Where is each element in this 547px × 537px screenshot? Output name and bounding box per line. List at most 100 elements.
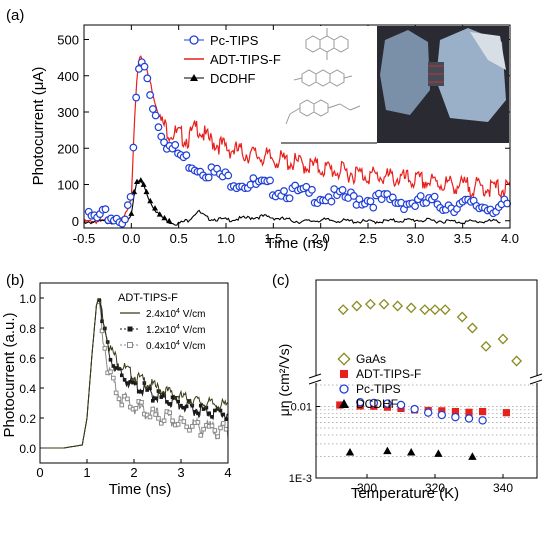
series-1-2x10-v-cm-point bbox=[136, 389, 141, 394]
series-1-2x10-v-cm-point bbox=[165, 400, 169, 404]
series-pc-tips-point bbox=[451, 412, 460, 422]
series-pc-tips-point bbox=[140, 62, 149, 71]
series-gaas-point bbox=[337, 304, 349, 316]
series-pc-tips-point bbox=[383, 399, 392, 408]
chart-b-legend: ADT-TIPS-F 2.4x104 V/cm 1.2x104 V/cm 0.4… bbox=[118, 292, 206, 352]
legend-a-label-dcdhf: DCDHF bbox=[210, 71, 256, 86]
series-adt-tips-f-point bbox=[465, 408, 473, 416]
legend-c-label-adt-tips-f: ADT-TIPS-F bbox=[356, 367, 421, 381]
chart-a-xtick-label: 3.0 bbox=[406, 231, 424, 246]
chart-b: 0 1 2 3 4 0.0 0.2 0.4 0.6 0.8 1.0 Time (ns) Photoc… bbox=[1, 282, 232, 498]
series-0-4x10-v-cm-point bbox=[215, 434, 220, 439]
chart-c-ylabel: μη (cm²/Vs) bbox=[276, 344, 292, 417]
series-pc-tips-point bbox=[410, 404, 419, 414]
series-dcdhf-point bbox=[434, 449, 443, 457]
series-pc-tips-point bbox=[369, 203, 378, 212]
series-0-4x10-v-cm-point bbox=[209, 423, 215, 429]
chart-a-series bbox=[83, 55, 512, 228]
series-1-2x10-v-cm-point bbox=[128, 380, 133, 384]
series-pc-tips-point bbox=[356, 397, 365, 407]
series-0-4x10-v-cm-point bbox=[170, 418, 175, 424]
series-0-4x10-v-cm-point bbox=[116, 396, 122, 402]
axis-break-left bbox=[308, 373, 322, 385]
series-pc-tips-point bbox=[416, 192, 425, 200]
chart-a-ytick-label: 400 bbox=[57, 69, 79, 84]
series-gaas-point bbox=[466, 322, 478, 334]
series-dcdhf-point bbox=[407, 447, 416, 456]
series-1-2x10-v-cm-point bbox=[159, 395, 164, 399]
series-1-2x10-v-cm-point bbox=[119, 373, 124, 378]
chart-a-xtick-label: 2.0 bbox=[312, 231, 330, 246]
chart-c-xtick-label: 320 bbox=[425, 481, 445, 495]
series-dcdhf-point bbox=[140, 181, 147, 187]
chart-b-series bbox=[40, 298, 229, 449]
series-0-4x10-v-cm-point bbox=[125, 396, 130, 402]
legend-b-label-1-2: 1.2x104 V/cm bbox=[146, 324, 206, 336]
series-dcdhf-point bbox=[345, 447, 355, 456]
chart-b-ytick-label: 0.8 bbox=[19, 322, 36, 336]
series-pc-tips-point bbox=[411, 202, 420, 211]
legend-c-marker-gaas bbox=[337, 352, 351, 366]
series-gaas-point bbox=[392, 300, 404, 312]
series-pc-tips-point bbox=[327, 197, 336, 206]
series-dcdhf-point bbox=[134, 178, 141, 184]
legend-c-label-dcdhf: DCDHF bbox=[356, 397, 398, 411]
chart-c-series bbox=[336, 298, 523, 460]
series-1-2x10-v-cm-point bbox=[145, 388, 149, 392]
series-0-4x10-v-cm-point bbox=[122, 393, 127, 399]
panel-label-c: (c) bbox=[272, 272, 290, 289]
series-1-2x10-v-cm-point bbox=[176, 399, 180, 404]
series-pc-tips-point bbox=[182, 151, 191, 160]
series-adt-tips-f-point bbox=[336, 401, 344, 409]
series-pc-tips-point bbox=[430, 192, 439, 201]
series-pc-tips-point bbox=[123, 201, 132, 210]
series-pc-tips-point bbox=[224, 171, 233, 180]
chart-c-ytick-label: 1E-3 bbox=[289, 473, 312, 485]
series-0-4x10-v-cm-line bbox=[40, 298, 229, 449]
series-dcdhf-point bbox=[383, 446, 392, 455]
series-1-2x10-v-cm-point bbox=[117, 366, 121, 371]
series-pc-tips-point bbox=[266, 176, 274, 185]
chart-a-xtick-label: 1.0 bbox=[217, 231, 235, 246]
chart-a-xtick-label: 2.5 bbox=[359, 231, 377, 246]
series-0-4x10-v-cm-point bbox=[150, 406, 156, 412]
chart-a-xtick-label: 0.5 bbox=[170, 231, 188, 246]
legend-c-marker-pc-tips bbox=[339, 384, 349, 394]
series-1-2x10-v-cm-point bbox=[187, 399, 192, 403]
series-dcdhf-point bbox=[143, 188, 150, 195]
series-pc-tips-point bbox=[160, 138, 168, 147]
series-gaas-point bbox=[351, 300, 363, 312]
series-dcdhf-point bbox=[137, 177, 144, 183]
chart-b-ytick-label: 0.0 bbox=[19, 442, 36, 456]
series-gaas-point bbox=[378, 298, 390, 310]
series-pc-tips-point bbox=[151, 111, 160, 120]
series-1-2x10-v-cm-point bbox=[100, 319, 104, 324]
series-gaas-point bbox=[405, 302, 417, 314]
series-0-4x10-v-cm-point bbox=[178, 416, 184, 421]
series-dcdhf-point bbox=[166, 217, 173, 224]
series-gaas-point bbox=[511, 355, 523, 367]
series-1-2x10-v-cm-point bbox=[182, 405, 186, 410]
series-dcdhf-point bbox=[128, 210, 135, 216]
series-1-2x10-v-cm-point bbox=[210, 415, 214, 419]
series-1-2x10-v-cm-point bbox=[184, 404, 189, 409]
series-1-2x10-v-cm-point bbox=[131, 380, 135, 385]
series-0-4x10-v-cm-point bbox=[108, 369, 113, 375]
series-1-2x10-v-cm-point bbox=[108, 357, 113, 362]
series-pc-tips-point bbox=[171, 141, 180, 149]
series-1-2x10-v-cm-point bbox=[207, 411, 211, 416]
series-gaas-point bbox=[364, 298, 376, 310]
series-pc-tips-point bbox=[101, 205, 110, 214]
series-1-2x10-v-cm-point bbox=[156, 389, 161, 393]
series-1-2x10-v-cm-point bbox=[179, 403, 183, 408]
series-0-4x10-v-cm-point bbox=[223, 426, 229, 432]
series-1-2x10-v-cm-point bbox=[114, 366, 118, 370]
series-1-2x10-v-cm-point bbox=[162, 394, 166, 398]
series-dcdhf-point bbox=[152, 205, 158, 211]
chart-c-xtick-label: 340 bbox=[493, 481, 513, 495]
series-0-4x10-v-cm-point bbox=[156, 416, 161, 421]
series-dcdhf-point bbox=[161, 214, 168, 221]
legend-a-marker-dcdhf bbox=[190, 74, 198, 81]
series-1-2x10-v-cm-point bbox=[221, 412, 226, 417]
chart-a-ticks: -0.5 0.0 0.5 1.0 1.5 2.0 2.5 3.0 3.5 4.0 0 100 200 30… bbox=[57, 25, 519, 246]
